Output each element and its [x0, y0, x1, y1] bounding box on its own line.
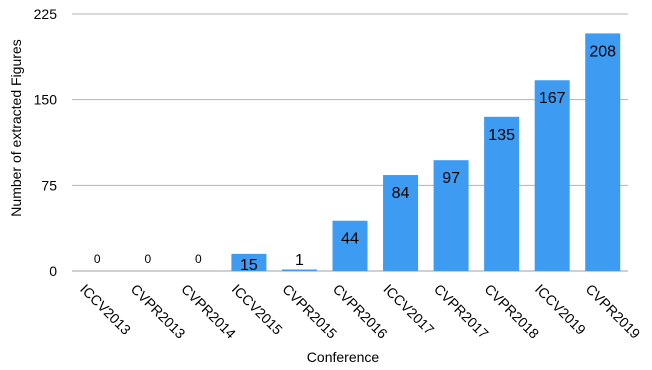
y-tick-label: 0: [49, 263, 57, 279]
data-label: 97: [442, 170, 460, 187]
data-label: 0: [94, 252, 101, 266]
y-tick-label: 225: [34, 6, 58, 22]
data-label: 208: [589, 43, 616, 60]
data-labels: 0 0 0 15 1 44 84 97 135 167 208: [94, 43, 616, 273]
bar: [585, 33, 621, 271]
x-tick-label: CVPR2019: [583, 281, 644, 342]
data-label: 167: [539, 90, 566, 107]
data-label: 44: [341, 231, 359, 248]
data-label: 0: [144, 252, 151, 266]
bar: [433, 160, 469, 271]
x-axis-ticks: ICCV2013CVPR2013CVPR2014ICCV2015CVPR2015…: [77, 281, 643, 342]
y-tick-label: 75: [41, 177, 57, 193]
bar: [332, 220, 368, 271]
bar: [484, 116, 520, 271]
bars: [231, 33, 621, 271]
y-axis-ticks: 0 75 150 225: [34, 6, 58, 279]
data-label: 0: [195, 252, 202, 266]
bar: [383, 175, 419, 271]
y-tick-label: 150: [34, 92, 58, 108]
x-axis-title: Conference: [307, 349, 380, 365]
data-label: 1: [295, 252, 304, 269]
data-label: 135: [488, 127, 515, 144]
bar: [231, 253, 267, 271]
data-label: 84: [392, 185, 410, 202]
bar: [534, 80, 570, 271]
y-axis-title: Number of extracted Figures: [8, 39, 24, 216]
data-label: 15: [240, 257, 258, 274]
x-tick-label: ICCV2013: [77, 281, 134, 338]
bar: [281, 269, 317, 271]
